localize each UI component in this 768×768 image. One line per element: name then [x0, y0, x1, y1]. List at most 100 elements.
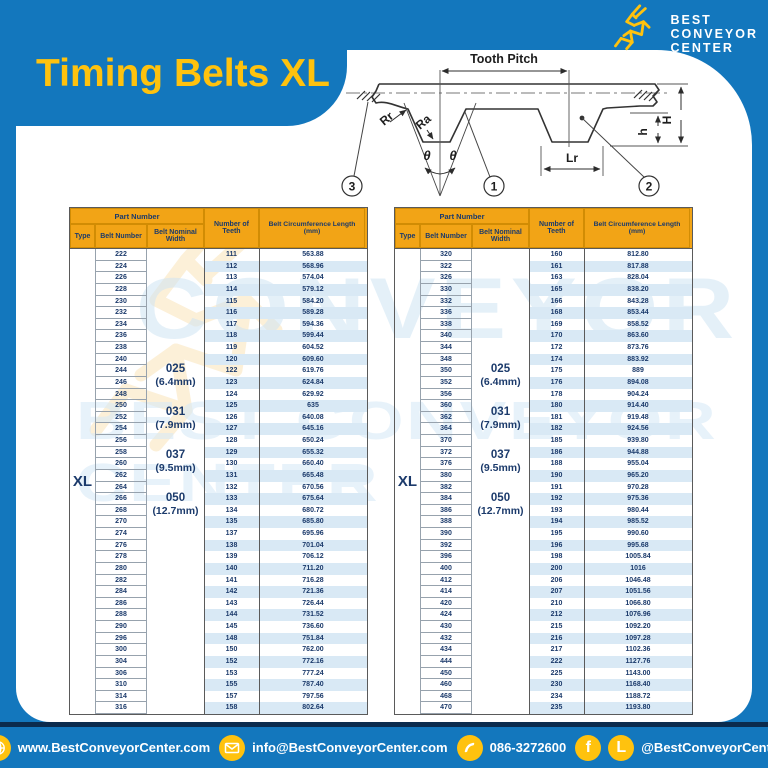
number-of-teeth-cell: 207: [550, 588, 563, 596]
belt-number-cell: 244: [95, 365, 147, 377]
number-of-teeth-cell: 140: [225, 564, 238, 572]
table-row: 340 170 863.60: [395, 330, 692, 342]
belt-length-cell: 655.32: [302, 448, 324, 456]
table-row: 370 185 939.80: [395, 435, 692, 447]
belt-number-cell: 262: [95, 469, 147, 482]
row-values: 144 731.52: [204, 609, 367, 621]
belt-length-cell: 853.44: [627, 309, 649, 317]
belt-length-cell: 889: [632, 367, 644, 375]
row-values: 161 817.88: [529, 260, 692, 273]
table-row: 236 118 599.44: [70, 330, 367, 342]
row-values: 123 624.84: [204, 376, 367, 389]
belt-number-cell: 396: [420, 551, 472, 563]
belt-length-cell: 579.12: [302, 285, 324, 293]
number-of-teeth-cell: 153: [225, 669, 238, 677]
belt-number-cell: 362: [420, 411, 472, 424]
table-row: 388 194 985.52: [395, 516, 692, 528]
table-row: 238 119 604.52: [70, 342, 367, 354]
row-values: 160 812.80: [529, 249, 692, 261]
belt-number-cell: 344: [420, 342, 472, 354]
row-values: 210 1066.80: [529, 598, 692, 610]
row-values: 176 894.08: [529, 376, 692, 389]
belt-number-cell: 316: [95, 702, 147, 714]
belt-length-cell: 680.72: [302, 506, 324, 514]
table-row: 336 168 853.44: [395, 307, 692, 319]
belt-number-cell: 240: [95, 353, 147, 366]
footer-website: www.BestConveyorCenter.com: [0, 734, 210, 761]
number-of-teeth-cell: 125: [225, 402, 238, 410]
table-row: 274 137 695.96: [70, 528, 367, 540]
belt-length-cell: 817.88: [627, 262, 649, 270]
row-values: 188 955.04: [529, 458, 692, 470]
facebook-icon: f: [575, 734, 602, 761]
belt-number-cell: 280: [95, 562, 147, 575]
number-of-teeth-cell: 168: [550, 309, 563, 317]
header-belt-number: Belt Number: [420, 224, 472, 248]
belt-length-cell: 965.20: [627, 471, 649, 479]
belt-length-cell: 995.68: [627, 541, 649, 549]
column-divider: [584, 249, 585, 714]
belt-length-cell: 701.04: [302, 541, 324, 549]
title-banner: Timing Belts XL: [0, 0, 347, 126]
belt-length-cell: 797.56: [302, 692, 324, 700]
company-name: BEST CONVEYOR CENTER: [670, 13, 758, 55]
belt-length-cell: 645.16: [302, 425, 324, 433]
belt-length-cell: 1168.40: [625, 681, 651, 689]
row-values: 152 772.16: [204, 655, 367, 668]
company-logo: BEST CONVEYOR CENTER: [608, 3, 758, 64]
row-values: 132 670.56: [204, 482, 367, 494]
table-row: 332 166 843.28: [395, 295, 692, 308]
belt-number-cell: 420: [420, 597, 472, 610]
belt-length-cell: 721.36: [302, 588, 324, 596]
row-values: 198 1005.84: [529, 551, 692, 563]
row-values: 127 645.16: [204, 423, 367, 435]
belt-length-cell: 1046.48: [625, 576, 651, 584]
lr-label: Lr: [566, 151, 578, 165]
header-belt-circumference: Belt Circumference Length (mm): [584, 208, 690, 248]
belt-length-cell: 594.36: [302, 320, 324, 328]
belt-number-cell: 468: [420, 690, 472, 703]
number-of-teeth-cell: 132: [225, 483, 238, 491]
number-of-teeth-cell: 126: [225, 413, 238, 421]
table-row: 434 217 1102.36: [395, 644, 692, 656]
number-of-teeth-cell: 142: [225, 588, 238, 596]
row-values: 235 1193.80: [529, 702, 692, 714]
belt-length-cell: 589.28: [302, 309, 324, 317]
footer-email-text: info@BestConveyorCenter.com: [252, 740, 448, 755]
belt-length-cell: 1076.96: [625, 611, 651, 619]
belt-length-cell: 640.08: [302, 413, 324, 421]
number-of-teeth-cell: 150: [225, 646, 238, 654]
number-of-teeth-cell: 139: [225, 553, 238, 561]
belt-number-cell: 432: [420, 632, 472, 645]
logo-line-2: CONVEYOR: [670, 26, 758, 41]
belt-number-cell: 270: [95, 516, 147, 528]
row-values: 215 1092.20: [529, 621, 692, 633]
belt-length-cell: 568.96: [302, 262, 324, 270]
table-row: 310 155 787.40: [70, 679, 367, 691]
belt-number-cell: 236: [95, 330, 147, 342]
table-row: 306 153 777.24: [70, 667, 367, 680]
belt-number-cell: 252: [95, 411, 147, 424]
number-of-teeth-cell: 115: [225, 297, 238, 305]
table-row: 234 117 594.36: [70, 318, 367, 331]
row-values: 181 919.48: [529, 412, 692, 424]
row-values: 120 609.60: [204, 353, 367, 366]
row-values: 165 838.20: [529, 283, 692, 296]
number-of-teeth-cell: 137: [225, 530, 238, 537]
row-values: 174 883.92: [529, 353, 692, 366]
row-values: 112 568.96: [204, 260, 367, 273]
table-row: 304 152 772.16: [70, 655, 367, 668]
table-row: 344 172 873.76: [395, 342, 692, 354]
table-header: Part Number Type Belt Number Belt Nomina…: [395, 208, 692, 249]
belt-number-cell: 284: [95, 586, 147, 598]
table-row: 266 133 675.64: [70, 493, 367, 505]
number-of-teeth-cell: 190: [550, 471, 563, 479]
row-values: 142 721.36: [204, 586, 367, 598]
row-values: 148 751.84: [204, 632, 367, 645]
belt-number-cell: 450: [420, 667, 472, 680]
number-of-teeth-cell: 152: [225, 657, 238, 665]
belt-number-cell: 282: [95, 574, 147, 587]
number-of-teeth-cell: 123: [225, 378, 238, 386]
table-row: 282 141 716.28: [70, 574, 367, 587]
row-values: 168 853.44: [529, 307, 692, 319]
